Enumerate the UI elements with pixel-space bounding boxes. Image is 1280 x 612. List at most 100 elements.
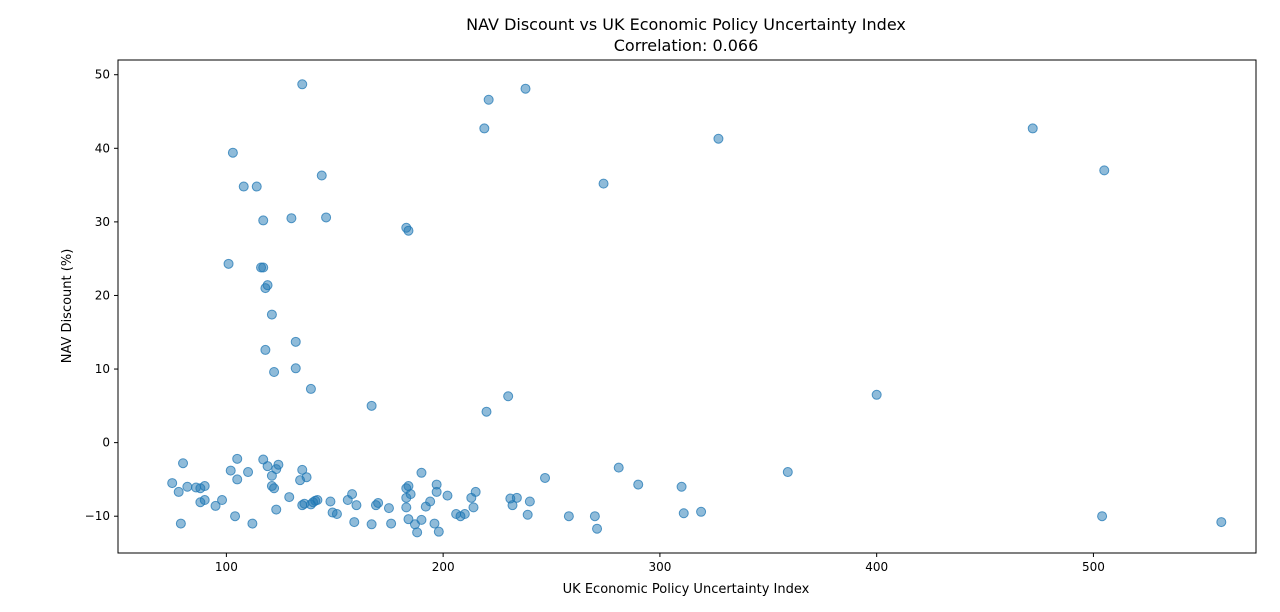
data-point	[524, 496, 535, 507]
data-point	[238, 181, 249, 192]
x-tick-label: 400	[865, 560, 888, 574]
y-axis-label: NAV Discount (%)	[60, 249, 75, 364]
data-point	[871, 389, 882, 400]
data-point	[199, 495, 210, 506]
data-point	[227, 147, 238, 158]
data-point	[507, 500, 518, 511]
data-point	[481, 406, 492, 417]
data-point	[305, 383, 316, 394]
data-point	[223, 258, 234, 269]
data-point	[167, 478, 178, 489]
data-point	[349, 517, 360, 528]
data-point	[230, 511, 241, 522]
data-point	[442, 490, 453, 501]
data-point	[633, 479, 644, 490]
data-point	[1097, 511, 1108, 522]
data-point	[678, 508, 689, 519]
data-point	[425, 496, 436, 507]
chart-title: NAV Discount vs UK Economic Policy Uncer…	[466, 15, 906, 34]
data-point	[433, 526, 444, 537]
data-point	[297, 464, 308, 475]
data-point	[173, 486, 184, 497]
data-point	[225, 465, 236, 476]
data-point	[483, 94, 494, 105]
data-point	[416, 514, 427, 525]
data-point	[182, 481, 193, 492]
plot-frame	[117, 59, 1257, 554]
y-tick-label: 0	[102, 436, 110, 450]
data-point	[316, 170, 327, 181]
y-tick-label: −10	[85, 509, 110, 523]
y-tick-label: 20	[95, 288, 110, 302]
x-axis-label: UK Economic Policy Uncertainty Index	[563, 582, 810, 597]
scatter-points	[167, 79, 1227, 538]
data-point	[405, 489, 416, 500]
data-point	[429, 518, 440, 529]
y-axis: −10 0 10 20 30 40 50	[85, 68, 118, 523]
data-point	[175, 518, 186, 529]
data-point	[1216, 517, 1227, 528]
data-point	[260, 344, 271, 355]
data-point	[258, 215, 269, 226]
y-tick-label: 30	[95, 215, 110, 229]
data-point	[598, 178, 609, 189]
data-point	[290, 363, 301, 374]
data-point	[258, 262, 269, 273]
data-point	[351, 500, 362, 511]
data-point	[269, 483, 280, 494]
data-point	[386, 518, 397, 529]
data-point	[301, 472, 312, 483]
data-point	[782, 467, 793, 478]
data-point	[325, 496, 336, 507]
data-point	[713, 133, 724, 144]
data-point	[383, 503, 394, 514]
data-point	[269, 366, 280, 377]
data-point	[312, 495, 323, 506]
data-point	[178, 458, 189, 469]
data-point	[403, 225, 414, 236]
data-point	[366, 400, 377, 411]
data-point	[271, 504, 282, 515]
data-point	[401, 502, 412, 513]
data-point	[266, 309, 277, 320]
data-point	[511, 492, 522, 503]
x-axis: 100 200 300 400 500	[215, 553, 1105, 574]
x-tick-label: 100	[215, 560, 238, 574]
data-point	[321, 212, 332, 223]
data-point	[403, 481, 414, 492]
data-point	[459, 509, 470, 520]
data-point	[347, 489, 358, 500]
data-point	[232, 453, 243, 464]
data-point	[470, 486, 481, 497]
data-point	[503, 391, 514, 402]
data-point	[243, 467, 254, 478]
y-tick-label: 10	[95, 362, 110, 376]
chart-subtitle: Correlation: 0.066	[614, 36, 759, 55]
data-point	[262, 461, 273, 472]
data-point	[210, 500, 221, 511]
data-point	[284, 492, 295, 503]
data-point	[676, 481, 687, 492]
data-point	[540, 472, 551, 483]
x-tick-label: 300	[648, 560, 671, 574]
data-point	[331, 509, 342, 520]
data-point	[520, 83, 531, 94]
data-point	[217, 495, 228, 506]
data-point	[468, 502, 479, 513]
data-point	[592, 523, 603, 534]
data-point	[696, 506, 707, 517]
data-point	[1027, 123, 1038, 134]
data-point	[416, 467, 427, 478]
data-point	[366, 519, 377, 530]
data-point	[273, 459, 284, 470]
y-tick-label: 50	[95, 68, 110, 82]
y-tick-label: 40	[95, 141, 110, 155]
data-point	[373, 497, 384, 508]
data-point	[522, 509, 533, 520]
data-point	[563, 511, 574, 522]
data-point	[251, 181, 262, 192]
data-point	[403, 514, 414, 525]
data-point	[199, 481, 210, 492]
data-point	[260, 283, 271, 294]
